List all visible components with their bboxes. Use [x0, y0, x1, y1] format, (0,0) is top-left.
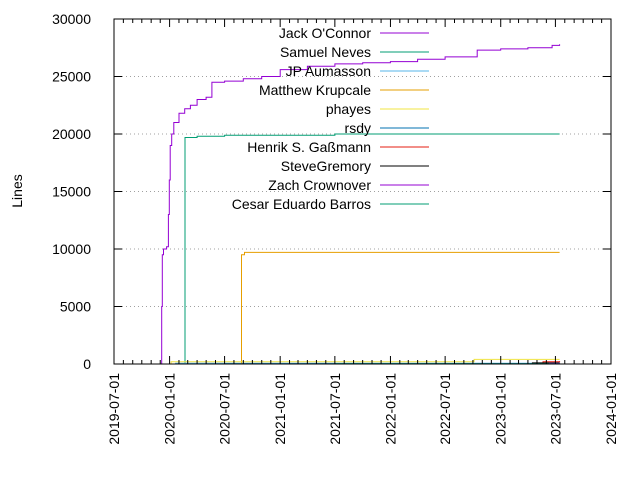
legend-label: Cesar Eduardo Barros: [232, 196, 371, 212]
legend-label: Samuel Neves: [280, 44, 371, 60]
x-tick-label: 2021-01-01: [272, 373, 288, 445]
series-line-0: [161, 44, 561, 365]
y-tick-label: 20000: [52, 126, 91, 142]
legend-label: JP Aumasson: [286, 63, 371, 79]
legend: Jack O'Connor Samuel Neves JP Aumasson Matt…: [232, 25, 429, 212]
legend-label: Matthew Krupcale: [259, 82, 371, 98]
x-tick-label: 2021-07-01: [327, 373, 343, 445]
legend-label: phayes: [326, 101, 371, 117]
y-tick-label: 10000: [52, 241, 91, 257]
x-tick-label: 2020-07-01: [217, 373, 233, 445]
y-tick-label: 15000: [52, 184, 91, 200]
x-tick-label: 2020-01-01: [162, 373, 178, 445]
x-tick-label: 2019-07-01: [106, 373, 122, 445]
x-tick-label: 2022-01-01: [382, 373, 398, 445]
x-tick-label: 2022-07-01: [437, 373, 453, 445]
series-line-3: [241, 251, 560, 365]
legend-label: Jack O'Connor: [279, 25, 371, 41]
x-tick-label: 2023-01-01: [493, 373, 509, 445]
x-tick-label: 2024-01-01: [603, 373, 619, 445]
legend-label: Zach Crownover: [268, 177, 371, 193]
legend-label: SteveGremory: [281, 158, 371, 174]
x-tick-label: 2023-07-01: [547, 373, 563, 445]
y-tick-label: 5000: [60, 299, 91, 315]
legend-label: Henrik S. Gaßmann: [247, 139, 371, 155]
axes: 0 5000 10000 15000 20000 25000 30000 2019-07-01…: [52, 11, 619, 445]
y-axis-label: Lines: [9, 174, 25, 207]
legend-label: rsdy: [345, 120, 371, 136]
y-tick-label: 30000: [52, 11, 91, 27]
y-tick-label: 0: [83, 356, 91, 372]
y-tick-label: 25000: [52, 69, 91, 85]
series-line-1: [184, 133, 560, 365]
